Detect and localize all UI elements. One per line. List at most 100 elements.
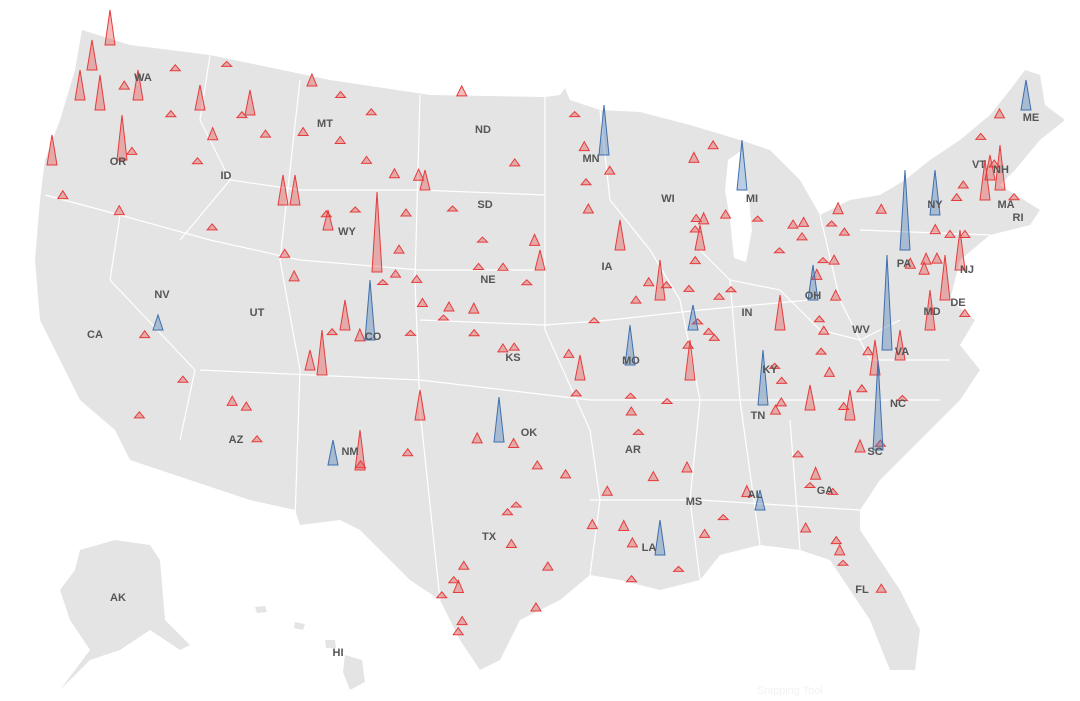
- spike: [862, 345, 874, 356]
- spike: [125, 146, 138, 155]
- spike: [598, 104, 610, 156]
- spike: [152, 313, 164, 331]
- state-label: MD: [923, 306, 940, 318]
- spike: [354, 429, 366, 471]
- spike: [401, 447, 414, 457]
- spike: [958, 229, 971, 239]
- spike: [371, 191, 383, 273]
- spike: [570, 389, 583, 397]
- spike: [468, 302, 480, 314]
- spike: [828, 254, 840, 265]
- spike: [574, 354, 586, 381]
- state-labels: WA OR CA NV ID MT WY UT AZ NM CO ND SD NE KS OK TX MN IA MO…: [87, 72, 1039, 659]
- border: [859, 229, 991, 236]
- spike: [56, 189, 69, 200]
- spike: [617, 519, 630, 531]
- spike: [206, 126, 219, 141]
- state-label: WA: [134, 72, 152, 84]
- spike: [754, 489, 766, 511]
- state-label: SC: [867, 446, 882, 458]
- spike: [625, 406, 638, 416]
- spike: [894, 329, 906, 361]
- spike: [702, 327, 715, 335]
- spike: [629, 295, 642, 304]
- spikes: [46, 9, 1032, 636]
- spike: [452, 626, 465, 636]
- spike: [244, 89, 256, 116]
- spike: [194, 84, 206, 111]
- spike: [614, 219, 626, 251]
- spike: [690, 213, 703, 223]
- state-label: LA: [642, 542, 657, 554]
- spike: [625, 574, 638, 583]
- spike: [957, 180, 970, 189]
- state-label: AR: [625, 444, 641, 456]
- spike: [587, 316, 601, 324]
- spike: [717, 513, 730, 521]
- border: [229, 179, 546, 196]
- spike: [74, 69, 86, 101]
- state-label: CA: [87, 329, 103, 341]
- spike: [326, 327, 339, 336]
- spike: [924, 289, 936, 331]
- spike: [899, 169, 911, 251]
- spike: [496, 342, 509, 353]
- border: [419, 299, 811, 326]
- spike: [493, 396, 505, 443]
- spike: [354, 459, 367, 469]
- state-label: NE: [480, 274, 495, 286]
- state-label: NC: [890, 398, 906, 410]
- spike: [456, 615, 469, 626]
- state-label: GA: [817, 485, 834, 497]
- spike: [881, 254, 893, 351]
- spike: [388, 167, 401, 179]
- spike: [531, 459, 544, 470]
- spike: [447, 575, 460, 584]
- spike: [164, 109, 177, 118]
- spike: [220, 60, 233, 67]
- state-borders: [44, 54, 991, 601]
- spike: [277, 174, 289, 206]
- spike: [349, 206, 362, 213]
- state-label: NH: [993, 164, 1009, 176]
- state-label: ND: [475, 124, 491, 136]
- spike: [46, 134, 58, 166]
- spike: [832, 201, 844, 215]
- spike: [334, 90, 347, 99]
- spike: [642, 276, 655, 287]
- state-label: NJ: [960, 264, 974, 276]
- spike: [904, 257, 917, 269]
- spike: [562, 348, 575, 358]
- state-label: PA: [897, 258, 912, 270]
- spike: [452, 579, 465, 593]
- spike: [774, 294, 786, 331]
- border: [729, 279, 761, 546]
- state-label: MT: [317, 118, 333, 130]
- lake-michigan: [725, 150, 752, 262]
- spike: [698, 528, 711, 538]
- spike: [689, 255, 702, 265]
- spike: [133, 411, 146, 419]
- spike: [528, 233, 541, 246]
- spike: [289, 174, 301, 206]
- state-label: AZ: [229, 434, 244, 446]
- spike: [647, 470, 660, 482]
- spike: [684, 339, 696, 381]
- spike: [918, 260, 930, 275]
- border: [109, 214, 196, 441]
- state-label: MN: [582, 153, 599, 165]
- spike: [954, 229, 966, 271]
- spike: [435, 591, 448, 599]
- spike: [974, 132, 987, 140]
- state-label: IA: [602, 261, 613, 273]
- hawaii-3: [325, 640, 336, 648]
- state-label: OH: [805, 290, 822, 302]
- spike: [931, 252, 943, 264]
- spike: [707, 139, 720, 150]
- spike: [508, 342, 521, 351]
- state-label: AL: [748, 489, 763, 501]
- spike: [306, 72, 318, 87]
- spike: [817, 325, 830, 335]
- spike: [250, 435, 264, 443]
- spike: [939, 254, 951, 301]
